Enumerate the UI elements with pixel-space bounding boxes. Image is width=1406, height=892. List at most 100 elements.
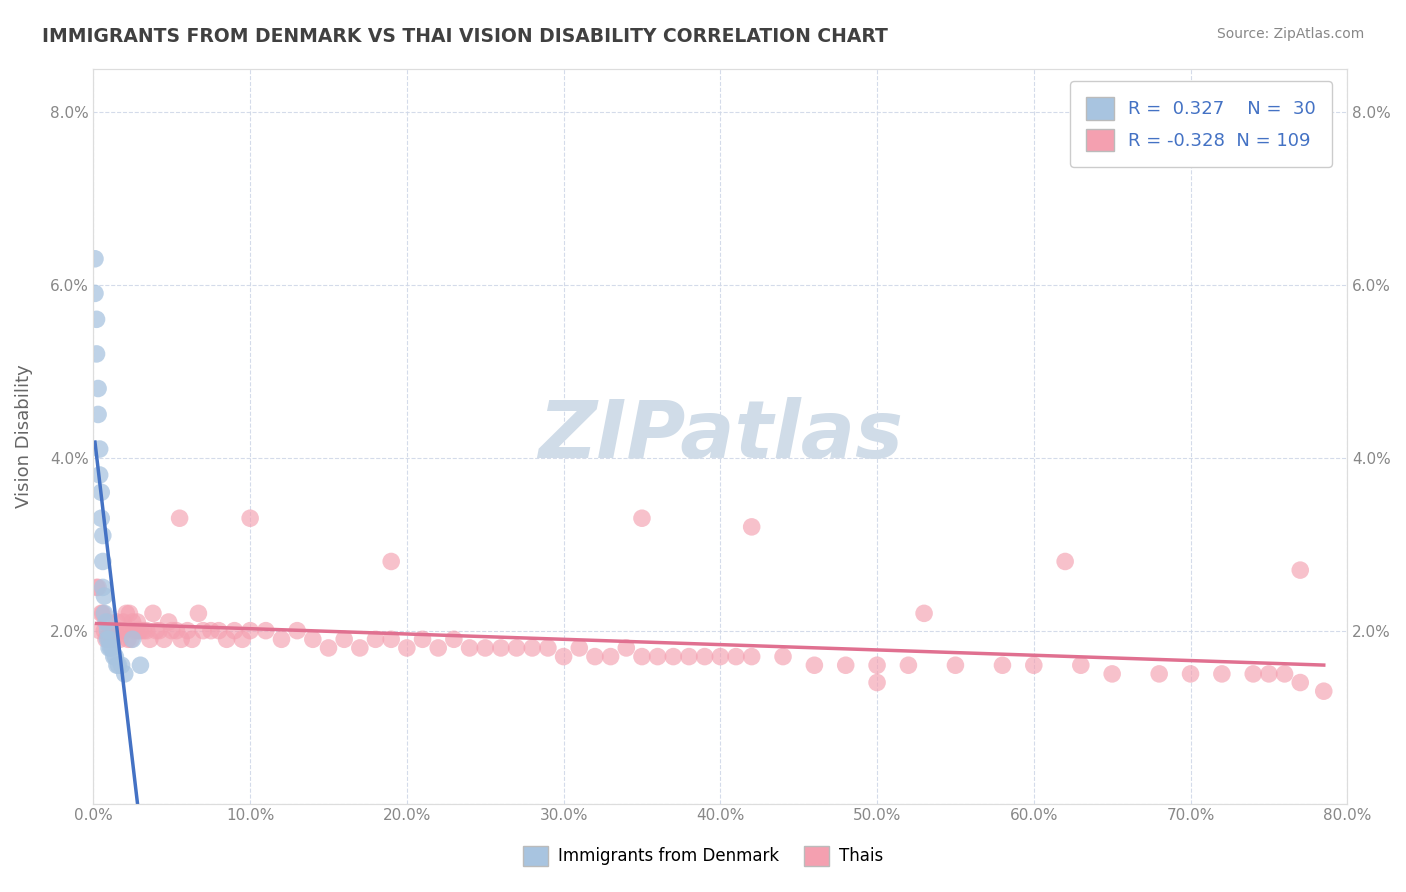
Point <box>86 347 108 361</box>
Point <box>101 640 124 655</box>
Point <box>1274 666 1296 681</box>
Legend: R =  0.327    N =  30, R = -0.328  N = 109: R = 0.327 N = 30, R = -0.328 N = 109 <box>1070 81 1331 167</box>
Text: IMMIGRANTS FROM DENMARK VS THAI VISION DISABILITY CORRELATION CHART: IMMIGRANTS FROM DENMARK VS THAI VISION D… <box>42 27 889 45</box>
Point <box>90 485 112 500</box>
Point <box>1241 666 1264 681</box>
Point <box>103 632 125 647</box>
Point <box>122 624 145 638</box>
Point <box>866 675 889 690</box>
Point <box>191 624 214 638</box>
Point <box>364 632 387 647</box>
Point <box>427 640 450 655</box>
Point <box>991 658 1014 673</box>
Point <box>803 658 825 673</box>
Point <box>724 649 747 664</box>
Point <box>120 632 142 647</box>
Point <box>90 511 112 525</box>
Point <box>1147 666 1170 681</box>
Point <box>443 632 465 647</box>
Point <box>599 649 621 664</box>
Point <box>1054 554 1077 568</box>
Point <box>135 624 157 638</box>
Point <box>86 581 108 595</box>
Point <box>897 658 920 673</box>
Point <box>127 615 149 629</box>
Point <box>489 640 512 655</box>
Point <box>93 624 115 638</box>
Point <box>93 589 115 603</box>
Y-axis label: Vision Disability: Vision Disability <box>15 364 32 508</box>
Point <box>583 649 606 664</box>
Point <box>647 649 669 664</box>
Point <box>128 624 150 638</box>
Point <box>129 658 152 673</box>
Point <box>1101 666 1123 681</box>
Point <box>333 632 356 647</box>
Point <box>1289 563 1312 577</box>
Point <box>1211 666 1233 681</box>
Point <box>458 640 481 655</box>
Point <box>110 624 132 638</box>
Point <box>662 649 685 664</box>
Point <box>89 467 111 482</box>
Point <box>181 632 204 647</box>
Point <box>200 624 222 638</box>
Point <box>1313 684 1336 698</box>
Text: ZIPatlas: ZIPatlas <box>538 397 903 475</box>
Point <box>90 607 112 621</box>
Point <box>115 607 138 621</box>
Point <box>100 640 122 655</box>
Point <box>107 658 129 673</box>
Point <box>89 624 111 638</box>
Point <box>215 632 238 647</box>
Point <box>107 624 129 638</box>
Point <box>148 624 170 638</box>
Point <box>84 252 107 266</box>
Point <box>835 658 858 673</box>
Point <box>1257 666 1279 681</box>
Point <box>91 581 114 595</box>
Point <box>114 624 136 638</box>
Point <box>631 649 654 664</box>
Point <box>349 640 371 655</box>
Point <box>86 312 108 326</box>
Point <box>166 624 188 638</box>
Point <box>153 632 176 647</box>
Point <box>84 286 107 301</box>
Point <box>87 382 110 396</box>
Point <box>132 624 155 638</box>
Point <box>170 632 193 647</box>
Point <box>537 640 560 655</box>
Point <box>169 511 191 525</box>
Point <box>89 442 111 456</box>
Point <box>94 632 117 647</box>
Point <box>945 658 967 673</box>
Point <box>118 607 141 621</box>
Point <box>96 632 118 647</box>
Point <box>108 632 131 647</box>
Point <box>91 554 114 568</box>
Point <box>96 624 118 638</box>
Point <box>87 408 110 422</box>
Point <box>103 649 125 664</box>
Point <box>114 666 136 681</box>
Point <box>631 511 654 525</box>
Point <box>1180 666 1202 681</box>
Point <box>380 632 402 647</box>
Point <box>772 649 794 664</box>
Point <box>412 632 434 647</box>
Point <box>208 624 231 638</box>
Point <box>505 640 527 655</box>
Point <box>231 632 253 647</box>
Point <box>104 624 127 638</box>
Point <box>96 615 118 629</box>
Point <box>129 624 152 638</box>
Text: Source: ZipAtlas.com: Source: ZipAtlas.com <box>1216 27 1364 41</box>
Point <box>91 528 114 542</box>
Point <box>121 632 143 647</box>
Point <box>187 607 209 621</box>
Point <box>678 649 700 664</box>
Point <box>98 640 121 655</box>
Point <box>1289 675 1312 690</box>
Point <box>100 624 122 638</box>
